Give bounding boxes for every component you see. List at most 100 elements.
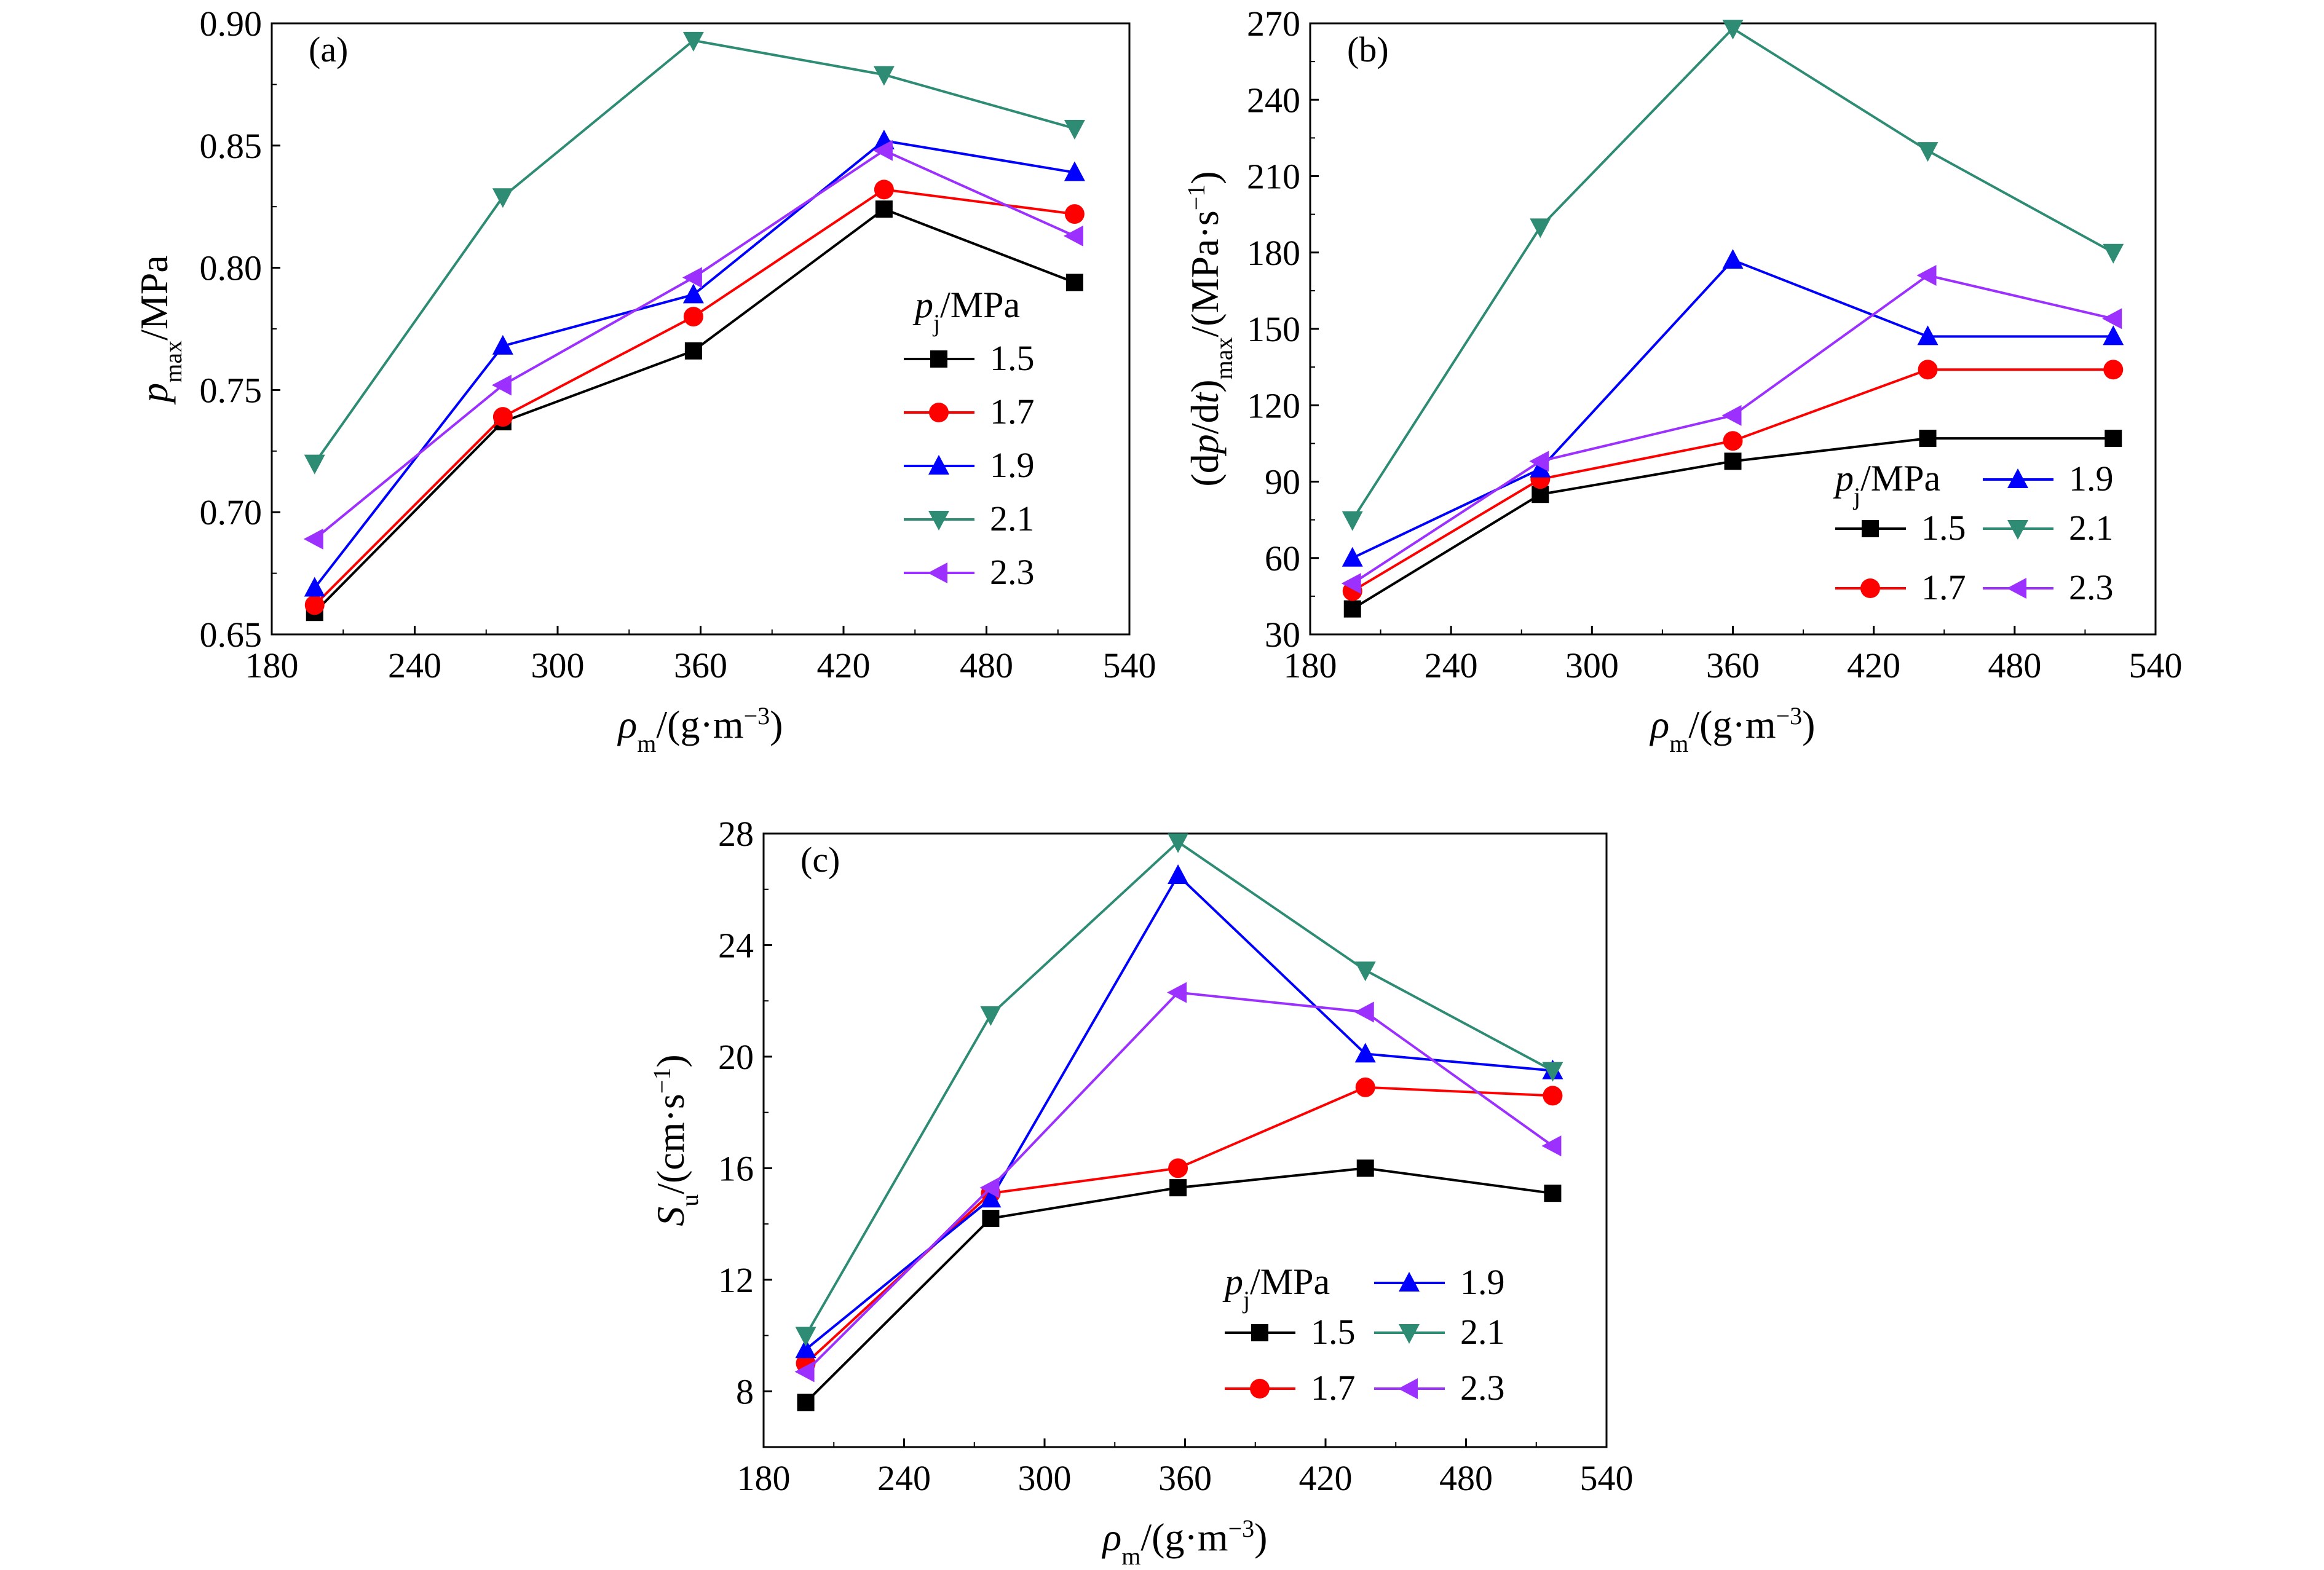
data-point-2.3 <box>1916 265 1937 286</box>
data-point-1.5 <box>797 1394 815 1411</box>
legend-marker-1.9 <box>2007 468 2028 488</box>
x-tick-label: 480 <box>1439 1458 1493 1498</box>
data-point-1.7 <box>1543 1086 1563 1106</box>
data-point-2.1 <box>1342 511 1363 531</box>
data-point-2.1 <box>1917 142 1939 162</box>
data-point-1.7 <box>1168 1158 1188 1178</box>
data-point-2.3 <box>979 1177 1000 1199</box>
y-tick-label: 240 <box>1247 80 1300 120</box>
x-tick-label: 480 <box>960 645 1013 685</box>
data-point-2.1 <box>682 31 704 52</box>
legend-marker-1.9 <box>1399 1272 1420 1292</box>
legend-marker-1.5 <box>1251 1324 1268 1341</box>
x-tick-label: 240 <box>388 645 441 685</box>
legend-label-1.7: 1.7 <box>990 392 1035 432</box>
x-tick-label: 180 <box>737 1458 791 1498</box>
legend-marker-2.1 <box>1399 1324 1420 1344</box>
data-point-1.9 <box>1722 249 1744 269</box>
x-tick-label: 420 <box>1299 1458 1353 1498</box>
y-tick-label: 16 <box>718 1148 754 1188</box>
chart-b: 180 240 300 360 420 480 540 30 60 90 120 150 180 210 2… <box>1182 4 2183 757</box>
data-point-1.5 <box>875 200 893 218</box>
x-axis-label: ρm/(g·m−3) <box>1650 702 1816 757</box>
legend-label-1.5: 1.5 <box>1921 508 1966 548</box>
y-tick-label: 180 <box>1247 233 1300 273</box>
series-line-1.9 <box>1351 258 2114 559</box>
data-point-2.3 <box>491 374 512 396</box>
data-point-1.9 <box>492 334 513 355</box>
x-tick-label: 480 <box>1988 645 2041 685</box>
legend-label-2.3: 2.3 <box>990 552 1035 592</box>
data-point-1.5 <box>1065 274 1083 291</box>
legend-title: pj/MPa <box>912 285 1020 337</box>
data-point-1.7 <box>874 179 894 200</box>
series-line-2.3 <box>1351 274 2114 585</box>
y-tick-label: 150 <box>1247 309 1300 349</box>
x-tick-label: 540 <box>2129 645 2183 685</box>
chart-c: 180 240 300 360 420 480 540 8 12 16 20 24 28 (c) ρm/(g… <box>648 814 1634 1570</box>
y-axis-label: Su/(cm·s−1) <box>648 1054 703 1226</box>
x-axis-label: ρm/(g·m−3) <box>1102 1515 1268 1570</box>
data-point-1.5 <box>982 1210 1000 1228</box>
legend-label-1.7: 1.7 <box>1921 567 1966 607</box>
x-tick-label: 540 <box>1580 1458 1634 1498</box>
data-point-1.9 <box>1342 546 1363 567</box>
series-line-1.5 <box>314 207 1075 613</box>
data-point-1.5 <box>1356 1159 1374 1177</box>
y-tick-label: 24 <box>718 925 754 965</box>
legend-marker-1.9 <box>928 455 949 475</box>
data-point-2.3 <box>872 140 893 161</box>
data-point-1.5 <box>684 342 702 360</box>
data-point-1.9 <box>682 283 704 304</box>
data-point-2.3 <box>1063 225 1083 247</box>
legend-marker-1.7 <box>1250 1379 1270 1398</box>
legend-label-1.9: 1.9 <box>990 445 1035 485</box>
data-point-1.7 <box>2103 360 2124 380</box>
data-point-2.1 <box>1722 20 1744 40</box>
data-point-1.7 <box>304 595 325 615</box>
data-point-2.1 <box>1530 218 1551 239</box>
legend-marker-1.7 <box>1860 578 1880 598</box>
data-point-2.3 <box>2102 308 2122 329</box>
data-point-1.5 <box>1343 600 1361 618</box>
legend-label-2.1: 2.1 <box>1460 1312 1505 1352</box>
series-line-1.7 <box>805 1086 1553 1365</box>
data-point-2.1 <box>1064 119 1085 140</box>
data-point-2.3 <box>1167 982 1187 1003</box>
x-tick-label: 240 <box>1425 645 1478 685</box>
x-tick-label: 360 <box>1706 645 1760 685</box>
data-point-2.3 <box>682 267 702 288</box>
legend-title: pj/MPa <box>1833 458 1940 510</box>
plot-frame <box>271 22 1131 636</box>
x-tick-label: 300 <box>531 645 585 685</box>
data-point-1.9 <box>1530 457 1551 478</box>
y-tick-label: 20 <box>718 1037 754 1077</box>
chart-a: 180 240 300 360 420 480 540 0.65 0.70 0.75 0.80 0.8… <box>132 4 1156 757</box>
legend-label-2.1: 2.1 <box>990 499 1035 538</box>
data-point-2.3 <box>1541 1135 1562 1157</box>
data-point-2.1 <box>2103 243 2124 264</box>
x-tick-label: 240 <box>877 1458 931 1498</box>
data-point-2.1 <box>873 66 895 86</box>
data-point-1.5 <box>1724 452 1742 470</box>
data-point-2.3 <box>794 1361 815 1383</box>
data-point-2.1 <box>980 1006 1002 1026</box>
x-tick-label: 420 <box>1847 645 1900 685</box>
data-point-1.7 <box>1355 1077 1375 1097</box>
data-point-1.9 <box>980 1188 1002 1208</box>
data-point-2.3 <box>1529 451 1549 472</box>
legend-marker-2.3 <box>1398 1378 1418 1399</box>
data-point-1.9 <box>795 1338 816 1359</box>
legend-label-2.3: 2.3 <box>1460 1368 1505 1408</box>
data-point-1.9 <box>304 577 325 597</box>
data-point-1.7 <box>683 307 703 327</box>
data-point-2.1 <box>304 454 325 475</box>
data-point-1.7 <box>1918 360 1938 380</box>
legend-marker-2.1 <box>928 511 949 531</box>
x-tick-label: 420 <box>817 645 871 685</box>
data-point-2.3 <box>1721 404 1742 426</box>
data-point-1.5 <box>2105 430 2122 448</box>
x-tick-label: 180 <box>1284 645 1337 685</box>
y-axis-label: (dp/dt)max/(MPa·s−1) <box>1182 171 1238 486</box>
data-point-2.1 <box>1542 1062 1563 1082</box>
